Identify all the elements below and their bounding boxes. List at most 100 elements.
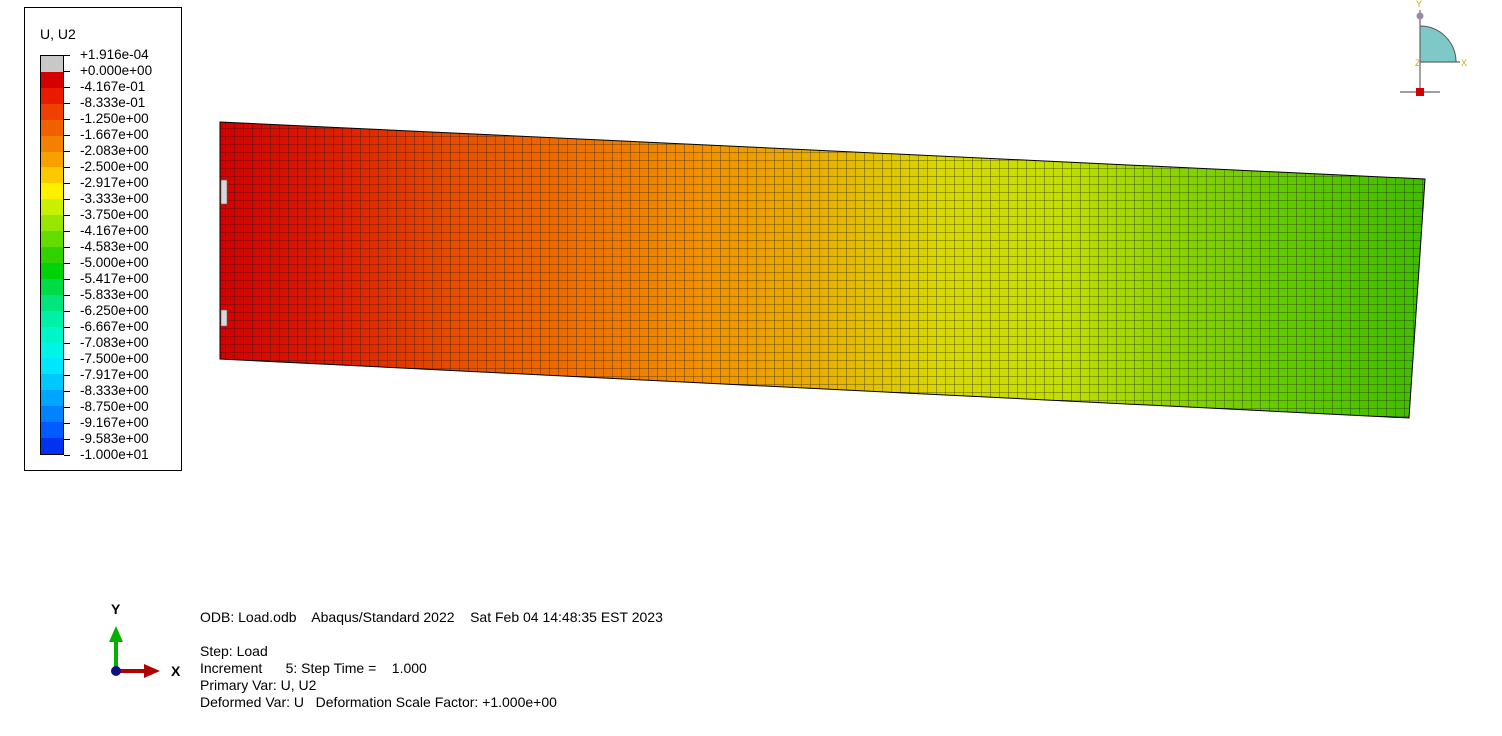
- increment-line: Increment 5: Step Time = 1.000: [200, 660, 427, 676]
- legend-level-label: -6.667e+00: [80, 319, 149, 334]
- legend-tick: [64, 423, 70, 424]
- legend-level-label: -8.333e+00: [80, 383, 149, 398]
- legend-tick: [64, 183, 70, 184]
- legend-swatch: [41, 56, 63, 73]
- legend-swatch: [41, 183, 63, 200]
- legend-level-label: -8.750e+00: [80, 399, 149, 414]
- view-triad-quadrant: [1419, 25, 1457, 63]
- legend-level-label: -9.167e+00: [80, 415, 149, 430]
- legend-level-label: -1.250e+00: [80, 111, 149, 126]
- view-triad-z-label: Z: [1415, 58, 1421, 68]
- legend-swatch: [41, 342, 63, 359]
- legend-level-label: -5.000e+00: [80, 255, 149, 270]
- legend-level-label: -4.167e-01: [80, 79, 146, 94]
- deformed-var-line: Deformed Var: U Deformation Scale Factor…: [200, 694, 557, 710]
- legend-tick: [64, 103, 70, 104]
- legend-level-label: -2.083e+00: [80, 143, 149, 158]
- legend-swatch: [41, 87, 63, 105]
- legend-tick: [64, 71, 70, 72]
- legend-tick: [64, 407, 70, 408]
- legend-tick: [64, 151, 70, 152]
- legend-level-label: -5.417e+00: [80, 271, 149, 286]
- deformed-part-mesh: [220, 122, 1425, 418]
- info-block: ODB: Load.odb Abaqus/Standard 2022 Sat F…: [200, 609, 663, 711]
- legend-tick: [64, 199, 70, 200]
- legend-swatch: [41, 215, 63, 232]
- legend-tick: [64, 231, 70, 232]
- legend-level-label: -7.917e+00: [80, 367, 149, 382]
- legend-tick: [64, 391, 70, 392]
- legend-level-label: -9.583e+00: [80, 431, 149, 446]
- view-triad-y-knob: [1416, 12, 1424, 20]
- legend-tick: [64, 247, 70, 248]
- legend-swatch: [41, 310, 63, 328]
- legend-level-label: -2.500e+00: [80, 159, 149, 174]
- legend-tick: [64, 55, 70, 56]
- legend-tick: [64, 359, 70, 360]
- legend-tick: [64, 455, 70, 456]
- legend-swatch: [41, 422, 63, 439]
- view-orientation-triad[interactable]: Y Z X: [1398, 0, 1478, 100]
- view-triad-y-label: Y: [1416, 0, 1422, 9]
- odb-info-line: ODB: Load.odb Abaqus/Standard 2022 Sat F…: [200, 609, 663, 625]
- legend-swatch: [41, 278, 63, 296]
- triad-y-label: Y: [111, 601, 121, 617]
- legend-level-label: -1.000e+01: [80, 447, 149, 462]
- legend-level-label: -3.333e+00: [80, 191, 149, 206]
- legend-tick: [64, 87, 70, 88]
- contour-legend: U, U2 +1.916e-04 +0.000e+00 -4.167e-01 -8.3…: [24, 7, 182, 471]
- deformed-part-outline: [219, 121, 1426, 419]
- legend-tick: [64, 311, 70, 312]
- legend-swatch: [41, 406, 63, 423]
- legend-swatch: [41, 103, 63, 121]
- boundary-condition-marker: [220, 179, 228, 205]
- legend-swatch: [41, 358, 63, 375]
- legend-level-label: -6.250e+00: [80, 303, 149, 318]
- legend-title: U, U2: [40, 26, 76, 42]
- legend-tick: [64, 343, 70, 344]
- triad-y-arrowhead: [109, 626, 123, 642]
- legend-level-label: -7.083e+00: [80, 335, 149, 350]
- legend-swatch: [41, 262, 63, 280]
- legend-level-label: -4.167e+00: [80, 223, 149, 238]
- legend-swatch: [41, 135, 63, 152]
- legend-swatch: [41, 199, 63, 216]
- legend-color-bar: [40, 55, 64, 455]
- view-triad-origin: [1416, 88, 1424, 96]
- legend-swatch: [41, 390, 63, 407]
- legend-tick: [64, 263, 70, 264]
- boundary-condition-marker: [220, 309, 228, 327]
- legend-level-label: -7.500e+00: [80, 351, 149, 366]
- legend-tick: [64, 375, 70, 376]
- triad-x-arrowhead: [144, 664, 160, 678]
- legend-tick: [64, 327, 70, 328]
- legend-level-label: -3.750e+00: [80, 207, 149, 222]
- legend-swatch: [41, 326, 63, 344]
- legend-tick: [64, 119, 70, 120]
- legend-level-label: +1.916e-04: [80, 47, 149, 62]
- legend-tick: [64, 167, 70, 168]
- legend-tick: [64, 295, 70, 296]
- view-triad-x-label: X: [1461, 58, 1467, 68]
- legend-tick: [64, 439, 70, 440]
- legend-level-label: +0.000e+00: [80, 63, 153, 78]
- primary-var-line: Primary Var: U, U2: [200, 677, 317, 693]
- legend-swatch: [41, 247, 63, 264]
- legend-swatch: [41, 71, 63, 89]
- legend-swatch: [41, 151, 63, 168]
- coordinate-triad: Y X: [109, 601, 181, 679]
- step-line: Step: Load: [200, 643, 268, 659]
- legend-swatch: [41, 294, 63, 312]
- legend-swatch: [41, 438, 63, 455]
- legend-level-label: -4.583e+00: [80, 239, 149, 254]
- legend-level-label: -5.833e+00: [80, 287, 149, 302]
- legend-tick: [64, 215, 70, 216]
- legend-level-label: -1.667e+00: [80, 127, 149, 142]
- legend-level-label: -8.333e-01: [80, 95, 146, 110]
- legend-swatch: [41, 231, 63, 248]
- legend-swatch: [41, 167, 63, 184]
- legend-tick: [64, 279, 70, 280]
- legend-tick: [64, 135, 70, 136]
- triad-origin: [111, 666, 121, 676]
